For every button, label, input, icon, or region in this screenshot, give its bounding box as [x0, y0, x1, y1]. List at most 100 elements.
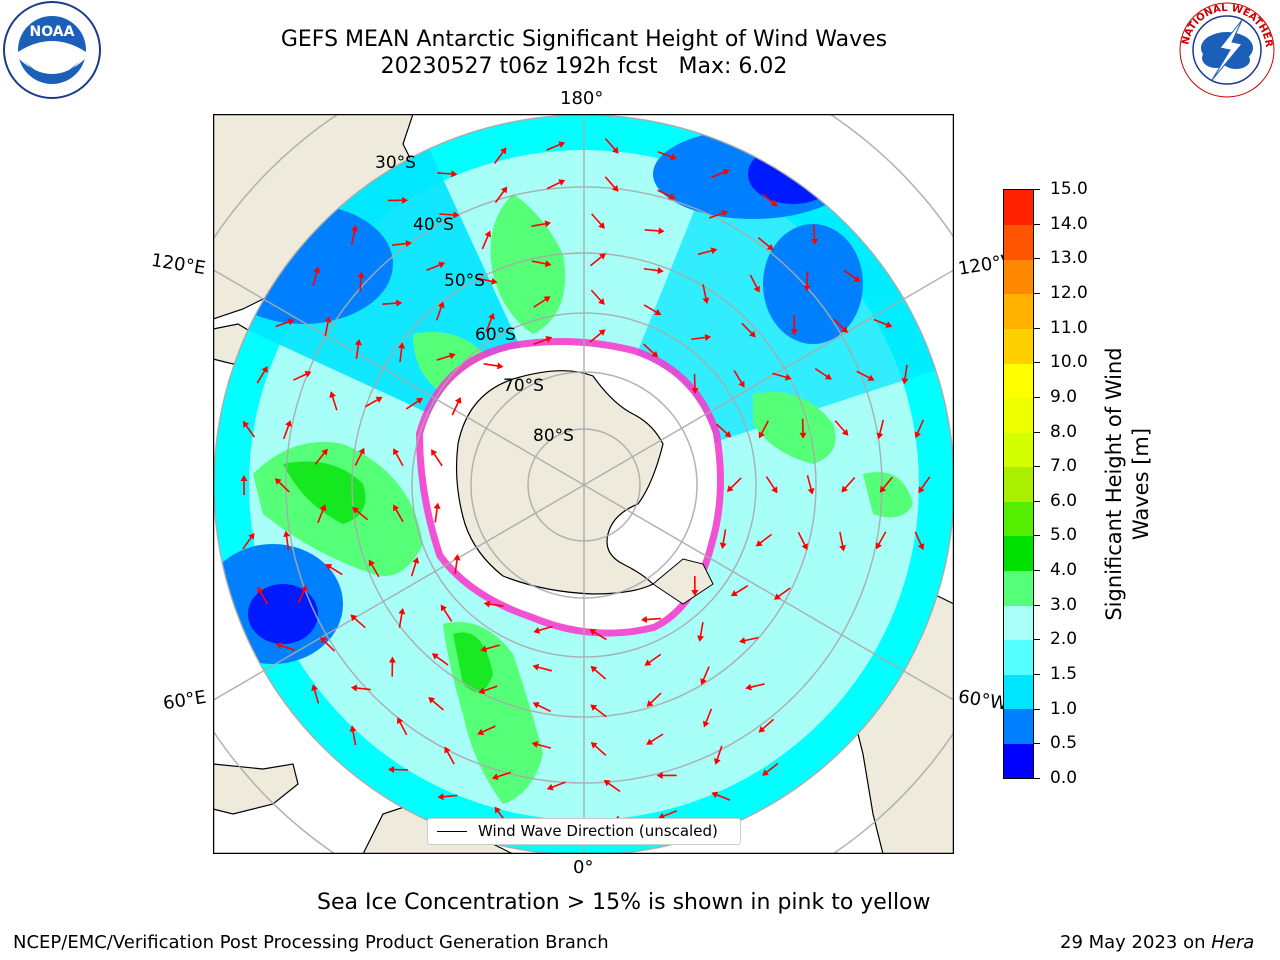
wind-arrow-head [240, 475, 248, 482]
wind-arrow-shaft [743, 636, 759, 642]
wind-arrow-head [758, 726, 766, 733]
colorbar-segment [1004, 535, 1033, 572]
wind-arrow-head [440, 604, 447, 612]
colorbar-ticks: 0.0 0.5 1.0 1.5 2.0 3.0 4.0 5.0 6.0 7.0 8.0 9.0 10.0… [1034, 179, 1114, 788]
wind-arrow-head [398, 342, 406, 349]
wind-arrow-head [697, 635, 704, 642]
wind-arrow-head [590, 665, 598, 673]
wind-arrow-shaft [446, 750, 455, 765]
wind-arrow-shaft [493, 150, 505, 164]
wind-arrow-shaft [259, 590, 269, 605]
wind-arrow-head [658, 812, 666, 820]
colorbar-segment [1004, 708, 1033, 744]
wind-arrow-head [453, 554, 461, 561]
colorbar-tick-mark [1034, 362, 1040, 364]
wind-arrow-shaft [488, 603, 504, 608]
wind-arrow-head [393, 504, 400, 512]
lat-label-60: 60°S [475, 325, 516, 345]
wind-arrow-head [853, 275, 861, 282]
wind-arrow-shaft [644, 229, 660, 232]
wind-arrow-head [914, 431, 921, 439]
wind-arrow-shaft [451, 401, 460, 416]
wind-arrow-head [490, 277, 498, 285]
wind-arrow-shaft [433, 452, 443, 467]
wind-arrow-shaft [481, 234, 489, 250]
wind-arrow-shaft [435, 305, 443, 321]
wind-arrow-head [433, 502, 441, 510]
wind-arrow-head [285, 420, 292, 427]
wind-arrow-head [738, 380, 745, 388]
wind-arrow-shaft [645, 617, 661, 621]
latitude-labels: 30°S 40°S 50°S 60°S 70°S 80°S [375, 153, 574, 446]
wind-arrow-head [257, 586, 264, 594]
wind-arrow-shaft [643, 267, 659, 272]
colorbar-tick-mark [1034, 778, 1040, 779]
wind-arrow-head [546, 783, 554, 791]
colorbar-segment [1004, 605, 1033, 641]
colorbar-segment [1004, 293, 1033, 329]
wind-arrow-head [242, 420, 250, 428]
wind-arrow-head [658, 227, 665, 235]
wind-arrow-head [453, 211, 460, 219]
wind-arrow-shaft [323, 639, 335, 652]
wind-arrow-shaft [856, 370, 871, 379]
wind-arrow-head [477, 728, 485, 736]
wind-arrow-shaft [589, 255, 603, 267]
wind-arrow-head [711, 791, 719, 799]
footer-date: 29 May 2023 on Hera [1060, 932, 1254, 953]
polar-map: 30°S 40°S 50°S 60°S 70°S 80°S [212, 113, 955, 855]
wind-arrow-head [275, 642, 283, 649]
wind-arrow-head [451, 170, 458, 178]
wind-arrow-shaft [705, 708, 713, 724]
colorbar-tick-mark [1034, 396, 1040, 398]
wind-arrow-head [770, 200, 778, 207]
wind-arrow-head [598, 298, 605, 305]
colorbar-tick-label: 14.0 [1050, 213, 1088, 234]
colorbar-label: Significant Height of Wind Waves [m] [1102, 347, 1153, 621]
colorbar-tick-label: 15.0 [1050, 179, 1088, 199]
noaa-logo: NOAA [2, 0, 102, 100]
wind-arrow-head [488, 312, 495, 320]
colorbar-tick-mark [1034, 466, 1040, 468]
wind-arrow-head [532, 663, 540, 671]
wind-arrow-shaft [533, 338, 548, 346]
wind-arrow-shaft [761, 718, 775, 730]
wind-arrow-head [702, 720, 710, 728]
lon-label-120e: 120°E [149, 249, 208, 280]
wind-arrow-shaft [355, 343, 360, 359]
antarctica [415, 338, 724, 637]
wind-arrow-shaft [691, 336, 707, 341]
wind-arrow-shaft [536, 743, 552, 749]
wind-arrow-shaft [649, 733, 664, 743]
wind-arrow-head [598, 222, 605, 229]
lat-label-80: 80°S [533, 426, 574, 446]
wind-arrow-head [500, 186, 508, 194]
wind-arrow-shaft [722, 529, 727, 545]
wind-arrow-shaft [355, 509, 369, 521]
wind-arrow-shaft [285, 535, 290, 551]
wind-arrow-shaft [382, 302, 398, 306]
wind-arrow-shaft [546, 181, 561, 190]
wind-arrow-head [300, 584, 308, 592]
colorbar-segment [1004, 674, 1033, 710]
wind-arrow-head [668, 193, 676, 200]
wind-arrow-shaft [593, 706, 607, 718]
wind-arrow-head [745, 683, 752, 691]
wind-arrow-shaft [702, 666, 710, 681]
wind-arrow-head [287, 318, 295, 326]
wind-arrow-shaft [702, 284, 707, 300]
wind-arrow-shaft [916, 419, 925, 434]
wind-arrow-shaft [331, 395, 338, 411]
wind-arrow-head [738, 637, 746, 644]
wind-arrow-head [656, 771, 663, 779]
colorbar-tick-label: 5.0 [1050, 525, 1078, 546]
wind-arrow-shaft [410, 561, 417, 577]
wind-arrow-head [405, 240, 412, 248]
wind-arrow-shaft [439, 213, 455, 216]
wind-arrow-shaft [734, 585, 749, 595]
wind-arrow-head [497, 362, 504, 370]
colorbar-tick-mark [1034, 674, 1040, 676]
colorbar-tick-mark [1034, 570, 1040, 572]
map-legend: Wind Wave Direction (unscaled) [427, 818, 741, 845]
wind-arrow-shaft [312, 271, 318, 287]
